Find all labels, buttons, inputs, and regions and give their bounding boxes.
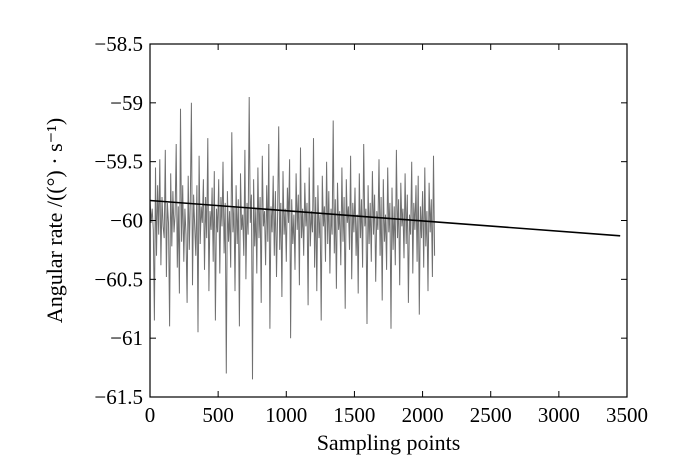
x-tick-label: 1000	[265, 403, 307, 427]
y-tick-label: −60	[110, 209, 143, 233]
series-line-trend	[149, 199, 621, 237]
y-tick-label: −59.5	[94, 150, 143, 174]
y-axis-title: Angular rate /((°) · s⁻¹)	[42, 118, 67, 323]
x-tick-label: 1500	[333, 403, 375, 427]
y-axis-ticks: −58.5 −59 −59.5 −60 −60.5 −61 −61.5	[94, 32, 627, 409]
y-tick-label: −60.5	[94, 267, 143, 291]
y-tick-label: −58.5	[94, 32, 143, 56]
x-tick-label: 2000	[402, 403, 444, 427]
x-tick-label: 500	[202, 403, 234, 427]
y-tick-label: −61	[110, 326, 143, 350]
x-axis-ticks: 0 500 1000 1500 2000 2500 3000 3500	[145, 44, 648, 427]
x-tick-label: 0	[145, 403, 156, 427]
x-axis-title: Sampling points	[317, 430, 461, 455]
y-tick-label: −59	[110, 91, 143, 115]
x-tick-label: 3500	[606, 403, 648, 427]
series-line-noise	[149, 96, 436, 380]
plot-area	[149, 96, 621, 380]
x-tick-label: 2500	[470, 403, 512, 427]
y-tick-label: −61.5	[94, 385, 143, 409]
x-tick-label: 3000	[538, 403, 580, 427]
